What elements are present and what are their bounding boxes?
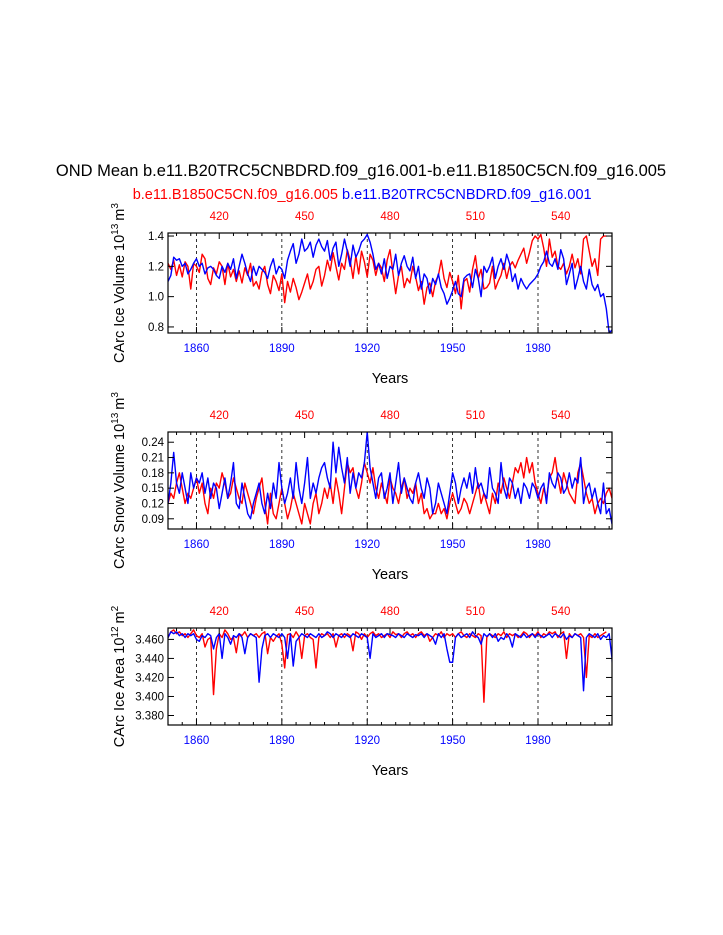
y-tick-label: 1.0	[148, 292, 164, 304]
y-tick-label: 0.12	[142, 498, 164, 510]
x-tick-label-top: 450	[295, 410, 314, 422]
x-tick-label-bottom: 1980	[525, 735, 551, 747]
y-tick-label: 3.380	[135, 710, 164, 722]
panel-2: 0.09 0.12 0.15 0.18 0.21 0.24 1860 1890 1920 1950…	[110, 392, 613, 583]
y-axis-label-exponent: 13	[110, 223, 121, 235]
x-tick-label-top: 510	[466, 410, 485, 422]
y-axis-label: CArc Snow Volume 1013 m3	[110, 392, 128, 569]
x-tick-label-top: 420	[210, 606, 229, 618]
x-tick-label-top: 510	[466, 211, 485, 223]
y-axis-label: CArc Ice Volume 1013 m3	[110, 203, 128, 363]
series-line-blue	[168, 432, 612, 525]
y-tick-label: 0.8	[148, 322, 164, 334]
y-tick-label: 0.09	[142, 514, 164, 526]
panel-3: 3.380 3.400 3.420 3.440 3.460 1860 1890 1920 195…	[110, 605, 613, 779]
y-tick-label: 1.4	[148, 231, 165, 243]
y-axis-label-text: CArc Ice Area 10	[112, 638, 128, 748]
y-axis-label: CArc Ice Area 1012 m2	[110, 605, 128, 747]
x-tick-label-top: 510	[466, 606, 485, 618]
x-tick-label-top: 480	[380, 211, 399, 223]
x-tick-label-bottom: 1920	[354, 539, 380, 551]
y-tick-label: 0.18	[142, 468, 164, 480]
x-axis-label: Years	[372, 567, 409, 583]
x-tick-label-top: 480	[380, 606, 399, 618]
x-tick-label-top: 540	[551, 410, 570, 422]
x-tick-label-bottom: 1950	[440, 735, 466, 747]
y-tick-label: 3.440	[135, 653, 164, 665]
x-tick-label-top: 540	[551, 606, 570, 618]
x-tick-label-bottom: 1890	[269, 735, 295, 747]
series-line-red	[168, 629, 607, 703]
y-axis-label-unit-exponent: 2	[110, 605, 121, 611]
panel-1: 0.8 1.0 1.2 1.4 1860 1890 1920 1950 1980 420 450 48…	[110, 203, 613, 387]
x-tick-label-bottom: 1980	[525, 343, 551, 355]
panels-group: 0.8 1.0 1.2 1.4 1860 1890 1920 1950 1980 420 450 48…	[110, 203, 613, 779]
y-axis-label-unit: m	[112, 398, 128, 410]
x-axis-label: Years	[372, 763, 409, 779]
y-axis-label-unit-exponent: 3	[110, 392, 121, 398]
x-tick-label-bottom: 1890	[269, 539, 295, 551]
x-tick-label-top: 450	[295, 211, 314, 223]
y-axis-label-unit: m	[112, 611, 128, 623]
x-tick-label-bottom: 1920	[354, 343, 380, 355]
x-tick-label-bottom: 1980	[525, 539, 551, 551]
y-axis-label-text: CArc Snow Volume 10	[112, 424, 128, 569]
x-axis-label: Years	[372, 371, 409, 387]
x-tick-label-bottom: 1950	[440, 343, 466, 355]
legend-red-run: b.e11.B1850C5CN.f09_g16.005	[133, 187, 338, 203]
x-tick-label-top: 480	[380, 410, 399, 422]
x-tick-label-bottom: 1860	[184, 735, 210, 747]
x-tick-label-bottom: 1860	[184, 539, 210, 551]
x-tick-label-bottom: 1920	[354, 735, 380, 747]
x-tick-label-top: 420	[210, 211, 229, 223]
x-tick-label-bottom: 1860	[184, 343, 210, 355]
x-tick-label-bottom: 1950	[440, 539, 466, 551]
y-axis-label-text: CArc Ice Volume 10	[112, 235, 128, 363]
series-line-red	[168, 233, 607, 310]
x-tick-label-top: 450	[295, 606, 314, 618]
y-tick-label: 1.2	[148, 261, 164, 273]
series-line-blue	[168, 631, 612, 692]
y-tick-label: 3.460	[135, 634, 164, 646]
y-axis-label-unit-exponent: 3	[110, 203, 121, 209]
x-tick-label-top: 420	[210, 410, 229, 422]
y-tick-label: 0.15	[142, 483, 164, 495]
x-tick-label-bottom: 1890	[269, 343, 295, 355]
y-tick-label: 0.21	[142, 453, 164, 465]
y-axis-label-exponent: 12	[110, 626, 121, 638]
y-axis-label-exponent: 13	[110, 412, 121, 424]
y-axis-label-unit: m	[112, 209, 128, 221]
y-tick-label: 3.420	[135, 672, 164, 684]
y-tick-label: 3.400	[135, 691, 164, 703]
y-tick-label: 0.24	[142, 437, 165, 449]
figure-title: OND Mean b.e11.B20TRC5CNBDRD.f09_g16.001…	[56, 162, 666, 180]
plot-frame	[167, 232, 613, 334]
legend-blue-run: b.e11.B20TRC5CNBDRD.f09_g16.001	[342, 187, 592, 203]
series-line-blue	[168, 233, 612, 333]
x-tick-label-top: 540	[551, 211, 570, 223]
